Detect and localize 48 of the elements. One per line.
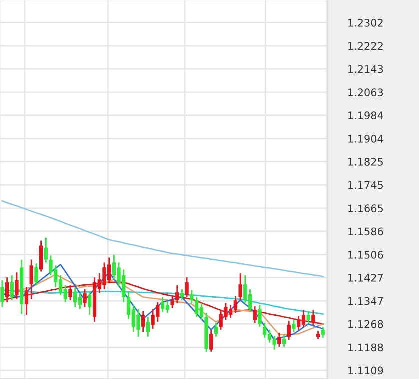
candlestick [24, 286, 29, 316]
candlestick [287, 320, 291, 341]
candlestick [306, 310, 310, 324]
candlestick [321, 326, 325, 339]
candlestick [5, 276, 10, 304]
y-tick-label: 1.1984 [348, 112, 384, 120]
y-tick-label: 1.2143 [348, 65, 384, 74]
y-tick-label: 1.2302 [348, 18, 383, 27]
candlestick [176, 284, 180, 304]
y-tick-label: 1.1665 [348, 204, 383, 213]
y-tick-label: 1.1109 [348, 366, 384, 375]
y-tick-label: 1.1904 [348, 135, 384, 143]
candlestick [34, 262, 38, 286]
y-tick-label: 1.1188 [348, 344, 384, 352]
line-series [2, 200, 324, 278]
y-tick-label: 1.2063 [348, 88, 384, 97]
candlestick [68, 284, 72, 301]
y-tick-label: 1.1825 [348, 158, 383, 166]
candlestick [15, 272, 19, 300]
candlestick [210, 329, 214, 353]
y-tick-label: 1.1347 [348, 297, 384, 306]
candlestick [214, 322, 218, 338]
candlestick [278, 332, 282, 348]
candlestick [258, 304, 262, 328]
y-tick-label: 1.1506 [348, 251, 384, 259]
candlestick [253, 306, 257, 324]
candlestick [292, 319, 296, 333]
candlestick [88, 290, 92, 316]
y-tick-label: 1.1268 [348, 320, 384, 328]
candlestick [190, 290, 194, 304]
candlestick [312, 310, 316, 326]
y-tick-label: 1.1586 [348, 228, 384, 236]
candlestick [39, 240, 44, 272]
y-tick-label: 1.2222 [348, 42, 383, 50]
candlestick [30, 259, 34, 300]
candlestick [10, 274, 14, 301]
candlestick [146, 316, 150, 338]
candlestick [180, 288, 184, 301]
candlestick [282, 334, 286, 348]
candlestick [44, 237, 48, 264]
candlestick [83, 288, 87, 308]
candlestick [170, 296, 174, 309]
candlestick [0, 280, 4, 308]
y-tick-label: 1.1745 [348, 181, 383, 190]
candlestick [185, 276, 189, 298]
y-tick-label: 1.1427 [348, 274, 384, 282]
candlestick [238, 272, 242, 301]
candlestick [142, 310, 146, 333]
